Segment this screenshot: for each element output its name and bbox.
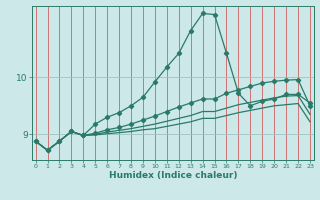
- X-axis label: Humidex (Indice chaleur): Humidex (Indice chaleur): [108, 171, 237, 180]
